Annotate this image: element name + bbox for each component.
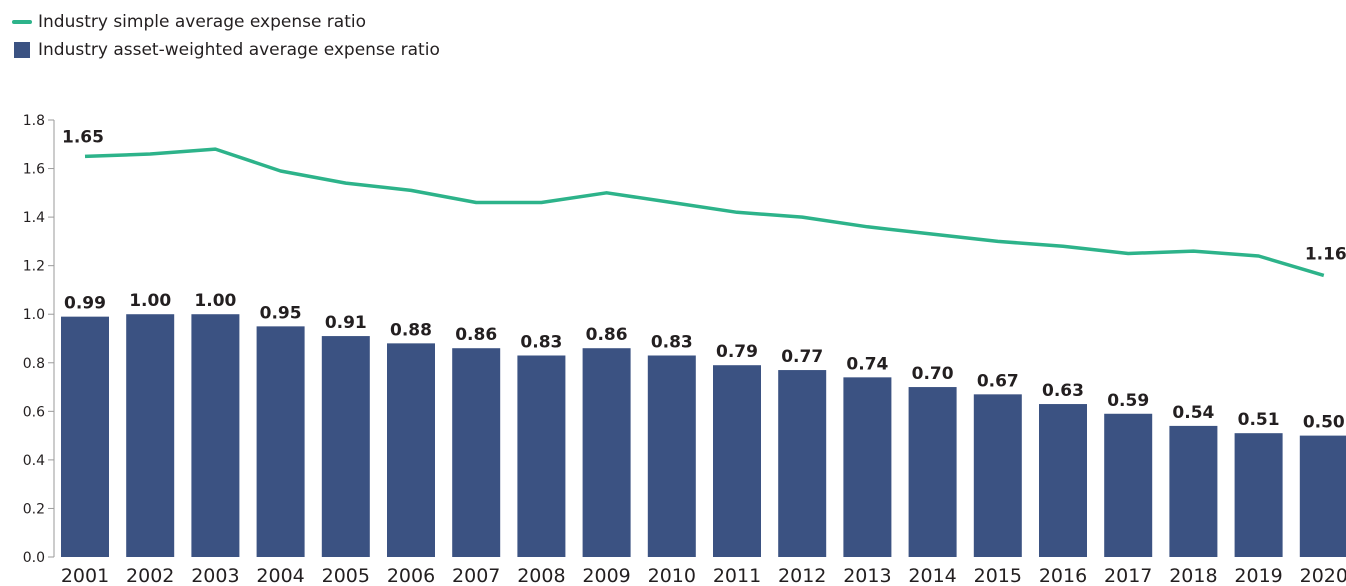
bar-data-label: 0.91 [325,313,367,333]
line-data-label-first: 1.65 [62,127,104,147]
y-tick-label: 0.0 [23,550,45,566]
y-tick-label: 0.2 [23,501,45,517]
bar [126,314,175,557]
legend-item-simple-average: Industry simple average expense ratio [12,8,440,36]
bar-data-label: 1.00 [194,291,236,311]
y-tick-label: 0.4 [23,453,45,469]
bar [452,348,501,557]
y-tick-label: 1.2 [23,259,45,275]
x-tick-label: 2018 [1169,565,1217,586]
y-tick-label: 1.0 [23,307,45,323]
y-tick-label: 0.6 [23,404,45,420]
y-tick-label: 1.6 [23,162,45,178]
x-tick-label: 2014 [908,565,956,586]
x-tick-label: 2005 [322,565,370,586]
x-tick-label: 2002 [126,565,174,586]
legend-label-simple-average: Industry simple average expense ratio [38,12,367,32]
x-tick-label: 2017 [1104,565,1152,586]
bar-data-label: 0.95 [260,303,302,323]
bar [321,336,370,557]
bar-data-label: 0.83 [520,332,562,352]
bar [843,377,892,557]
bar [61,316,109,557]
bar-data-label: 0.86 [455,325,497,345]
x-tick-label: 2003 [191,565,239,586]
legend-item-asset-weighted: Industry asset-weighted average expense … [12,36,440,64]
legend-label-asset-weighted: Industry asset-weighted average expense … [38,40,440,60]
bar [387,343,435,557]
legend-line-swatch [12,20,32,24]
bar-data-label: 0.54 [1172,403,1214,423]
bar-data-label: 0.50 [1303,413,1345,433]
x-tick-label: 2006 [387,565,435,586]
bar-data-label: 0.74 [846,354,888,374]
bar [582,348,631,557]
bar [1299,435,1346,557]
bar-data-label: 0.59 [1107,391,1149,411]
y-tick-label: 0.8 [23,356,45,372]
bar [191,314,240,557]
bar-data-label: 0.99 [64,294,106,314]
x-tick-label: 2013 [843,565,891,586]
x-tick-label: 2019 [1234,565,1282,586]
legend-bar-swatch [14,42,30,58]
bar-data-label: 0.86 [586,325,628,345]
bar [778,370,827,557]
bar-data-label: 0.67 [977,371,1019,391]
bar-data-label: 0.79 [716,342,758,362]
bar [973,394,1022,557]
legend: Industry simple average expense ratio In… [12,8,440,64]
x-tick-label: 2009 [582,565,630,586]
bar-data-label: 1.00 [129,291,171,311]
x-tick-label: 2007 [452,565,500,586]
bar [1169,425,1218,557]
x-tick-label: 2004 [256,565,304,586]
x-tick-label: 2015 [974,565,1022,586]
bar [1104,413,1153,557]
bar-data-label: 0.88 [390,320,432,340]
bar-data-label: 0.63 [1042,381,1084,401]
x-tick-label: 2011 [713,565,761,586]
x-tick-label: 2008 [517,565,565,586]
line-data-label-last: 1.16 [1305,244,1346,264]
bar [1234,433,1283,557]
x-tick-label: 2020 [1300,565,1346,586]
bar-data-label: 0.70 [912,364,954,384]
bar-data-label: 0.51 [1238,410,1280,430]
y-tick-label: 1.4 [23,210,45,226]
bar-data-label: 0.83 [651,332,693,352]
bar [517,355,566,557]
bar [908,387,957,557]
bar-data-label: 0.77 [781,347,823,367]
bar [1039,404,1087,557]
bar [713,365,761,557]
x-tick-label: 2016 [1039,565,1087,586]
x-tick-label: 2001 [61,565,109,586]
y-tick-label: 1.8 [23,113,45,129]
x-tick-label: 2012 [778,565,826,586]
bar [256,326,305,557]
x-tick-label: 2010 [648,565,696,586]
simple-average-line [84,147,1325,278]
bar [647,355,696,557]
